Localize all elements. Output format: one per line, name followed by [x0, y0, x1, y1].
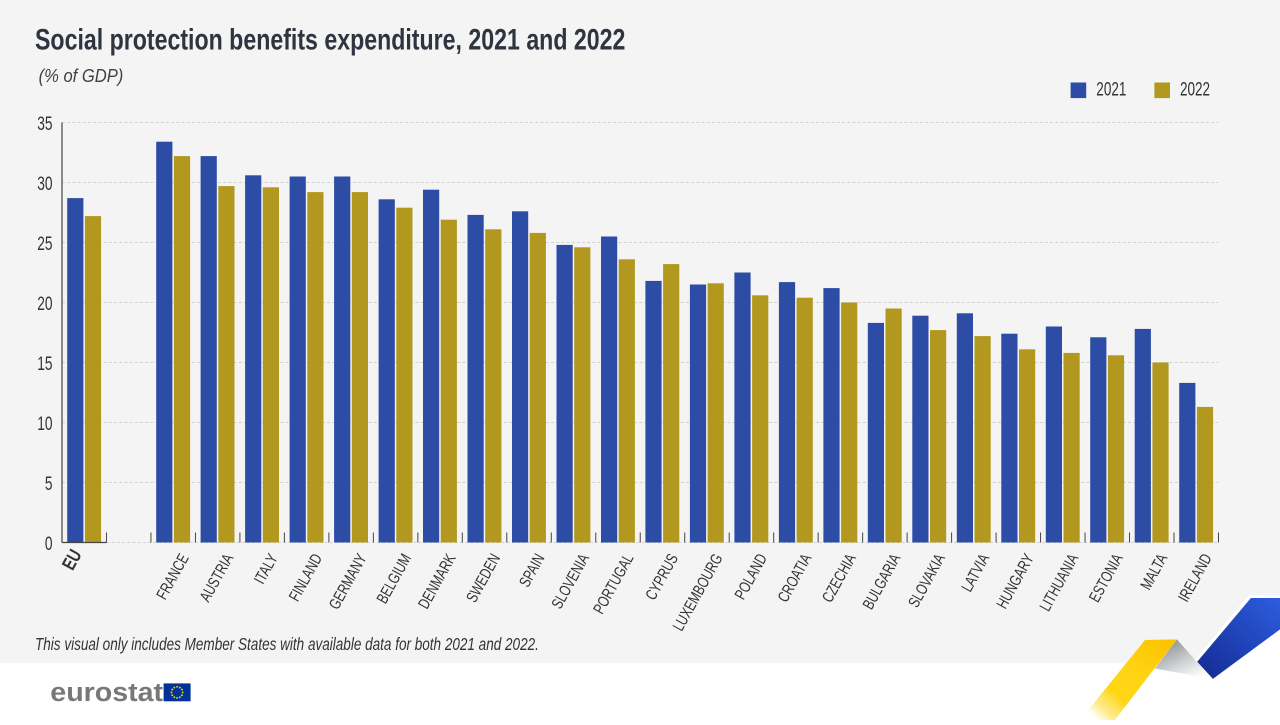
- svg-text:25: 25: [37, 233, 52, 255]
- svg-text:35: 35: [37, 113, 52, 135]
- svg-text:2022: 2022: [1180, 78, 1210, 100]
- svg-text:20: 20: [37, 293, 52, 315]
- svg-text:eurostat: eurostat: [50, 677, 163, 706]
- svg-text:5: 5: [45, 473, 53, 495]
- svg-text:(% of GDP): (% of GDP): [39, 65, 124, 86]
- svg-text:10: 10: [37, 413, 52, 435]
- svg-text:2021: 2021: [1096, 78, 1126, 100]
- svg-text:Social protection benefits exp: Social protection benefits expenditure, …: [35, 23, 625, 57]
- svg-text:15: 15: [37, 353, 52, 375]
- svg-text:30: 30: [37, 173, 52, 195]
- svg-text:This visual only includes Memb: This visual only includes Member States …: [35, 636, 539, 655]
- svg-text:0: 0: [45, 533, 53, 555]
